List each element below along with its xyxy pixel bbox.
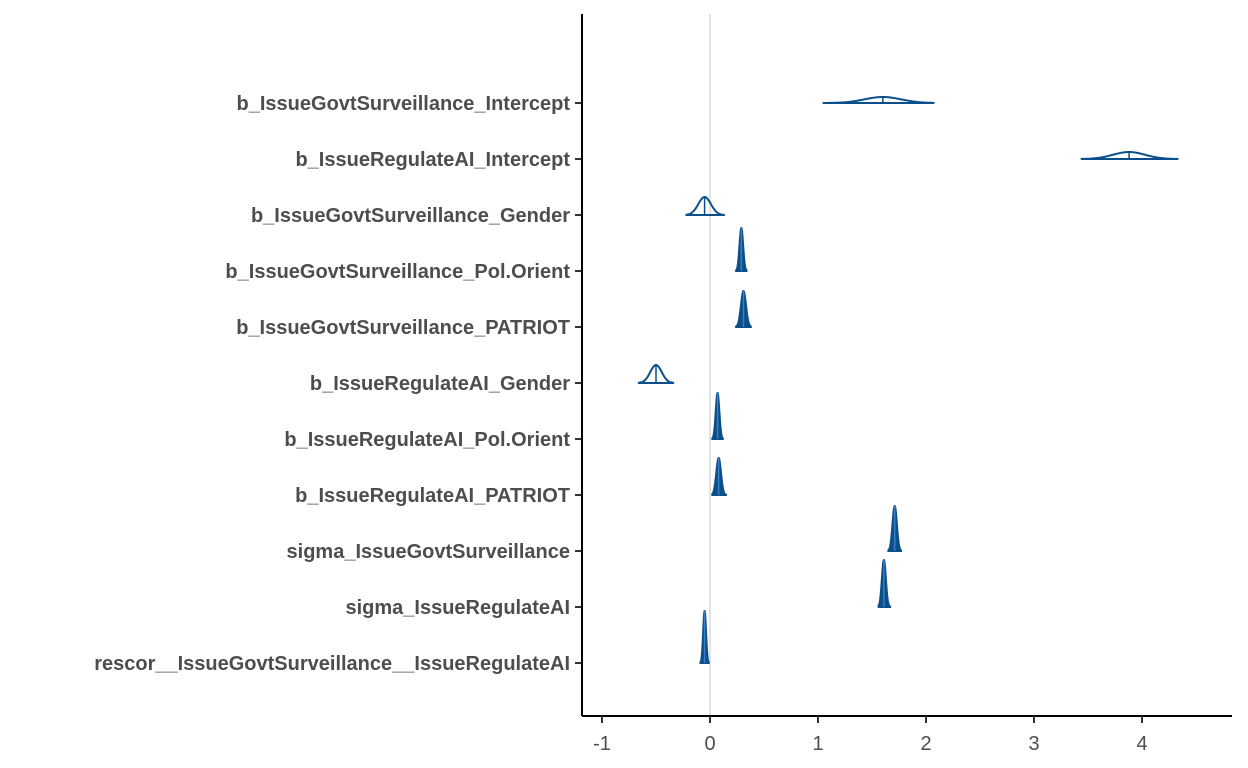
x-axis-tick-labels: -1 0 1 2 3 4 (593, 733, 1147, 755)
x-axis-ticks (601, 716, 1143, 723)
density-area-2 (685, 196, 726, 216)
density-4 (734, 290, 753, 328)
density-2 (685, 196, 726, 216)
density-area-1 (1080, 151, 1179, 160)
y-axis-labels: b_IssueGovtSurveillance_Intercept b_Issue… (94, 93, 570, 675)
density-0 (822, 96, 935, 104)
density-5 (637, 364, 675, 384)
density-8 (887, 505, 903, 552)
density-10 (699, 610, 710, 664)
x-tick-label-5: 4 (1136, 733, 1147, 755)
x-tick-label-0: -1 (593, 733, 611, 755)
x-tick-label-1: 0 (704, 733, 715, 755)
y-label-1: b_IssueRegulateAI_Intercept (295, 149, 570, 171)
y-label-6: b_IssueRegulateAI_Pol.Orient (284, 429, 570, 451)
x-tick-label-4: 3 (1028, 733, 1039, 755)
y-axis-ticks (575, 102, 582, 664)
y-label-3: b_IssueGovtSurveillance_Pol.Orient (225, 261, 570, 283)
density-area-0 (822, 96, 935, 104)
density-curves (637, 96, 1179, 664)
y-label-10: rescor__IssueGovtSurveillance__IssueRegu… (94, 653, 570, 675)
y-label-4: b_IssueGovtSurveillance_PATRIOT (236, 317, 570, 339)
density-6 (711, 392, 724, 440)
y-label-2: b_IssueGovtSurveillance_Gender (251, 205, 570, 227)
y-label-7: b_IssueRegulateAI_PATRIOT (295, 485, 570, 507)
y-label-9: sigma_IssueRegulateAI (345, 597, 570, 619)
density-1 (1080, 151, 1179, 160)
y-label-0: b_IssueGovtSurveillance_Intercept (237, 93, 571, 115)
y-label-5: b_IssueRegulateAI_Gender (310, 373, 570, 395)
x-tick-label-2: 1 (812, 733, 823, 755)
density-3 (734, 227, 748, 272)
density-9 (877, 559, 892, 608)
y-label-8: sigma_IssueGovtSurveillance (287, 541, 570, 563)
x-tick-label-3: 2 (920, 733, 931, 755)
density-7 (711, 457, 728, 496)
